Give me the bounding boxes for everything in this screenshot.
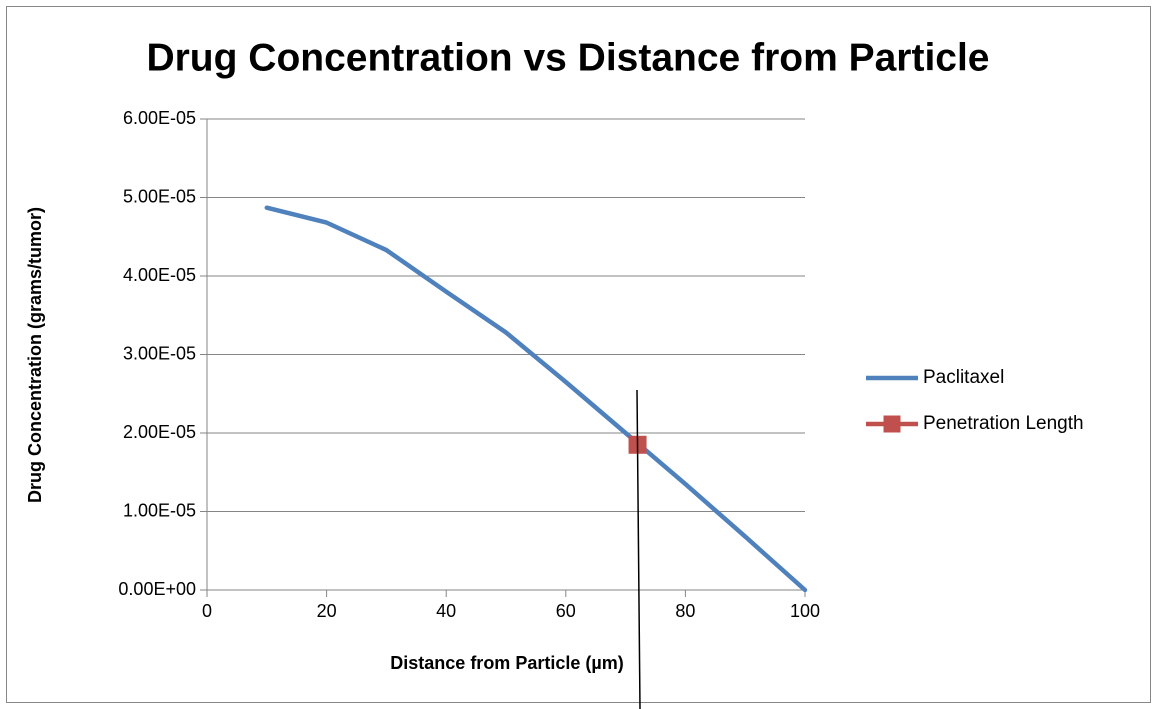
x-tick-label: 80	[675, 601, 695, 621]
x-tick-label: 100	[790, 601, 820, 621]
y-axis-title: Drug Concentration (grams/tumor)	[25, 207, 45, 503]
legend-marker	[883, 415, 901, 433]
x-tick-label: 20	[317, 601, 337, 621]
y-tick-label: 6.00E-05	[123, 108, 196, 128]
y-tick-label: 5.00E-05	[123, 186, 196, 206]
x-tick-label: 40	[436, 601, 456, 621]
y-tick-label: 1.00E-05	[123, 500, 196, 520]
y-tick-label: 3.00E-05	[123, 343, 196, 363]
x-tick-label: 0	[202, 601, 212, 621]
y-tick-label: 4.00E-05	[123, 265, 196, 285]
annotation-line	[636, 389, 641, 709]
legend-label: Paclitaxel	[923, 367, 1004, 388]
legend-label: Penetration Length	[923, 413, 1084, 434]
y-tick-label: 0.00E+00	[118, 579, 196, 599]
x-tick-label: 60	[556, 601, 576, 621]
x-axis-title: Distance from Particle (µm)	[390, 653, 623, 673]
chart-title: Drug Concentration vs Distance from Part…	[146, 36, 989, 79]
plot-area: 0.00E+00 1.00E-05 2.00E-05 3.00E-05 4.00E-05…	[118, 108, 1083, 621]
series-line	[264, 205, 808, 593]
y-tick-label: 2.00E-05	[123, 422, 196, 442]
